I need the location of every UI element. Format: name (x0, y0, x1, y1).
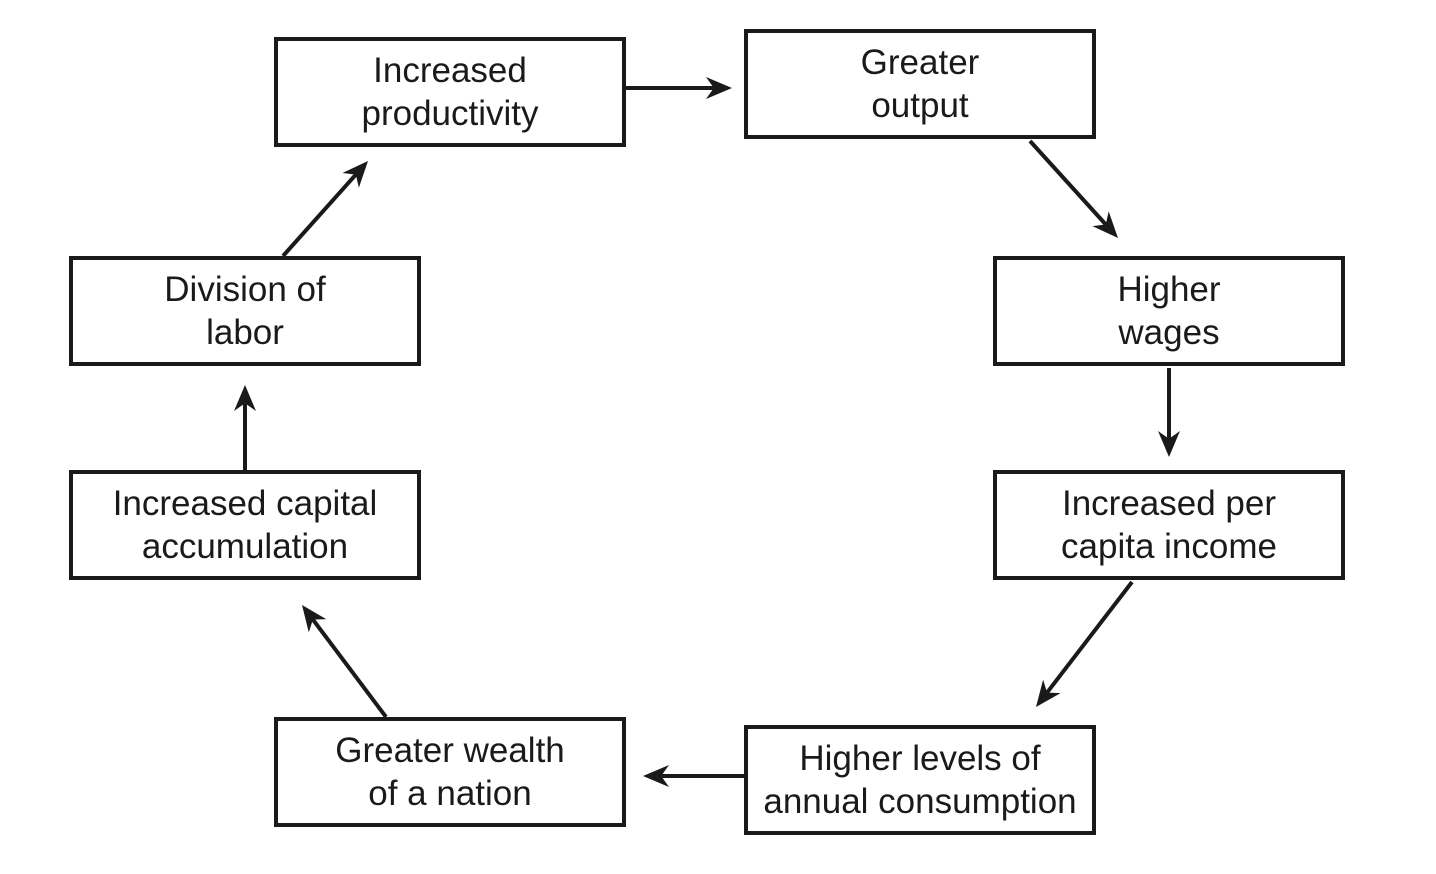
arrow-shaft (1045, 580, 1134, 694)
node-label-capital-accumulation: Increased capital accumulation (112, 484, 378, 566)
node-label-greater-output: Greater output (860, 43, 980, 125)
node-higher-wages: Higher wages (993, 256, 1345, 366)
arrowhead (1158, 431, 1180, 457)
arrow-shaft (281, 173, 358, 258)
node-label-higher-wages: Higher wages (1117, 270, 1221, 352)
arrow-wealth-of-nation-to-capital-accumulation (302, 605, 388, 719)
arrow-capital-accumulation-to-division-of-labor (234, 385, 256, 470)
node-wealth-of-nation: Greater wealth of a nation (274, 717, 626, 827)
arrow-higher-wages-to-per-capita-income (1158, 368, 1180, 457)
node-division-of-labor: Division of labor (69, 256, 421, 366)
arrow-greater-output-to-higher-wages (1028, 139, 1118, 238)
arrowhead (706, 77, 732, 99)
node-label-per-capita-income: Increased per capita income (1061, 484, 1277, 566)
arrowhead (643, 765, 669, 787)
arrow-per-capita-income-to-annual-consumption (1036, 580, 1134, 707)
node-label-increased-productivity: Increased productivity (361, 51, 539, 133)
arrowhead (1036, 679, 1061, 707)
arrow-division-of-labor-to-increased-productivity (281, 161, 368, 258)
node-greater-output: Greater output (744, 29, 1096, 139)
arrowhead (342, 161, 368, 188)
arrowhead (1092, 211, 1118, 238)
arrowhead (234, 385, 256, 411)
node-label-division-of-labor: Division of labor (164, 270, 326, 352)
arrow-annual-consumption-to-wealth-of-nation (643, 765, 744, 787)
arrowhead (302, 605, 327, 633)
arrow-increased-productivity-to-greater-output (626, 77, 732, 99)
arrow-shaft (1028, 139, 1108, 226)
node-capital-accumulation: Increased capital accumulation (69, 470, 421, 580)
node-label-annual-consumption: Higher levels of annual consumption (763, 739, 1077, 821)
arrow-shaft (311, 618, 388, 719)
node-annual-consumption: Higher levels of annual consumption (744, 725, 1096, 835)
node-label-wealth-of-nation: Greater wealth of a nation (335, 731, 565, 813)
node-per-capita-income: Increased per capita income (993, 470, 1345, 580)
node-increased-productivity: Increased productivity (274, 37, 626, 147)
